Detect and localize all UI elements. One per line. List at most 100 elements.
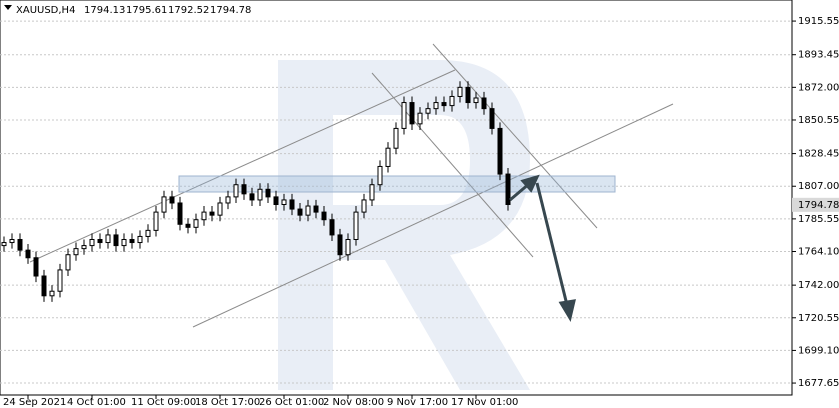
arrow (535, 182, 569, 306)
forecast-arrows (509, 174, 576, 322)
candle-body (225, 196, 231, 204)
candle-body (89, 238, 95, 247)
candle-body (209, 211, 215, 216)
candle-body (241, 184, 247, 195)
price-label: 1794.78 (798, 200, 839, 211)
candle-body (273, 196, 279, 205)
candle-body (345, 238, 351, 256)
candle-body (337, 234, 343, 256)
candle-body (385, 147, 391, 167)
candle-body (249, 193, 255, 201)
candle-body (297, 208, 303, 216)
candle-body (153, 211, 159, 231)
candle-body (193, 219, 199, 228)
y-tick-label: 1807.00 (798, 181, 839, 192)
candle-body (81, 245, 87, 250)
price-label-box (792, 197, 839, 212)
candle-body (57, 269, 63, 292)
candle-body (161, 196, 167, 213)
ohlc-high: 1795.61 (126, 5, 167, 16)
channel-line (371, 72, 534, 258)
ohlc-low: 1792.52 (168, 5, 209, 16)
x-tick-label: 18 Oct 17:00 (195, 397, 260, 408)
ohlc-open: 1794.13 (84, 5, 125, 16)
candle-body (377, 165, 383, 186)
candle-body (185, 223, 191, 228)
y-tick-label: 1764.10 (798, 247, 839, 258)
candle-body (65, 254, 71, 271)
candle-body (457, 86, 463, 97)
candle-body (313, 205, 319, 213)
y-tick-label: 1828.45 (798, 149, 839, 160)
y-tick-label: 1893.45 (798, 50, 839, 61)
candle-body (305, 205, 311, 216)
y-tick-label: 1915.55 (798, 16, 839, 27)
candle-body (497, 127, 503, 175)
candle-body (417, 112, 423, 125)
channel-line (29, 69, 456, 263)
candle-body (465, 86, 471, 104)
plot-frame (0, 0, 793, 396)
x-tick-label: 9 Nov 17:00 (387, 397, 448, 408)
candle-body (25, 249, 31, 259)
candle-body (353, 211, 359, 240)
candle-body (1, 242, 7, 247)
candle-body (49, 290, 55, 297)
candle-body (401, 102, 407, 129)
arrow-head (558, 299, 576, 322)
candle-body (329, 219, 335, 236)
candle-body (233, 184, 239, 198)
candle-body (449, 95, 455, 107)
candle-body (169, 196, 175, 204)
x-tick-label: 2 Nov 08:00 (323, 397, 384, 408)
candle-body (505, 173, 511, 205)
y-tick-label: 1677.65 (798, 378, 839, 389)
symbol: XAUUSD,H4 (16, 5, 75, 16)
x-tick-label: 11 Oct 09:00 (131, 397, 196, 408)
symbol-marker (4, 5, 12, 10)
candle-body (441, 102, 447, 107)
candle-body (473, 97, 479, 104)
y-tick-label: 1699.10 (798, 345, 839, 356)
candle-body (41, 275, 47, 297)
candle-body (9, 238, 15, 244)
x-tick-label: 17 Nov 01:00 (451, 397, 518, 408)
candle-body (121, 238, 127, 247)
candle-body (145, 229, 151, 237)
x-tick-label: 26 Oct 01:00 (259, 397, 324, 408)
x-tick-label: 4 Oct 01:00 (67, 397, 126, 408)
candle-body (73, 248, 79, 256)
candle-body (177, 202, 183, 225)
candle-body (17, 238, 23, 251)
candle-body (97, 238, 103, 244)
candle-body (433, 102, 439, 110)
arrow-head (520, 174, 540, 193)
candle-body (113, 234, 119, 247)
candle-body (369, 184, 375, 201)
candle-body (481, 97, 487, 110)
y-tick-label: 1785.55 (798, 214, 839, 225)
candle-body (257, 188, 263, 201)
candle-body (129, 238, 135, 244)
candle-body (321, 211, 327, 221)
candle-body (217, 202, 223, 216)
channel-line (432, 43, 598, 229)
candle-body (289, 199, 295, 210)
channel-line (192, 103, 674, 328)
candle-body (201, 211, 207, 221)
candle-body (489, 108, 495, 129)
candle-body (105, 234, 111, 244)
candle-body (393, 127, 399, 149)
y-tick-label: 1872.00 (798, 82, 839, 93)
y-tick-label: 1742.00 (798, 280, 839, 291)
candle-body (33, 257, 39, 277)
candle-body (265, 188, 271, 198)
candle-body (425, 108, 431, 114)
candle-body (361, 199, 367, 213)
candle-body (409, 102, 415, 125)
candle-body (137, 235, 143, 244)
y-tick-label: 1720.55 (798, 313, 839, 324)
y-tick-label: 1850.55 (798, 115, 839, 126)
ohlc-close: 1794.78 (210, 5, 251, 16)
